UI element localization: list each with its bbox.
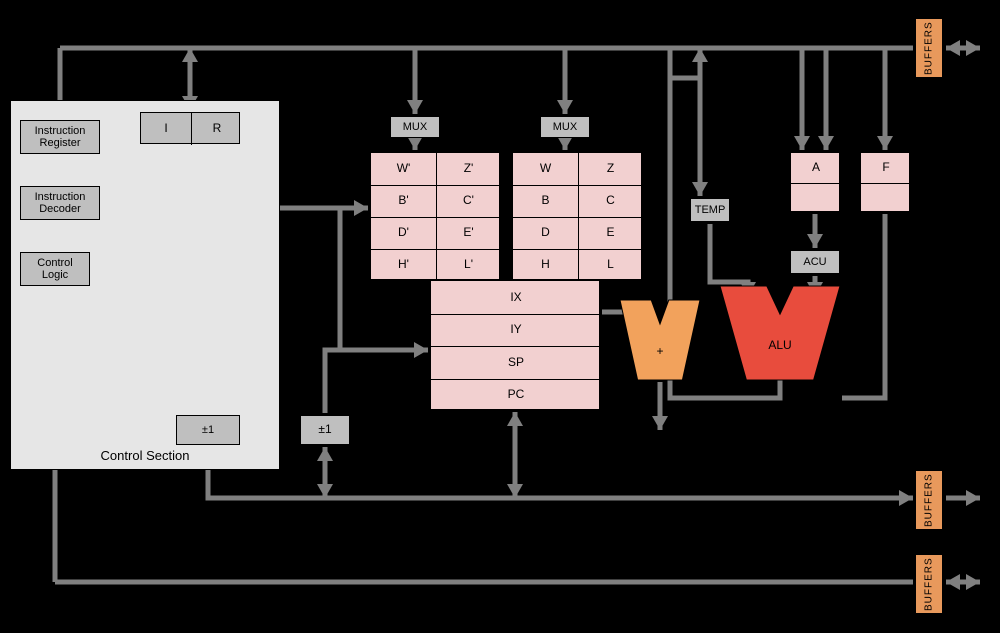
instruction-register: Instruction Register [20, 120, 100, 154]
buffers-0: BUFFERS [915, 18, 943, 78]
ir-block: IR [140, 112, 240, 144]
alu-incrementer-label: + [620, 344, 700, 358]
buffers-1: BUFFERS [915, 470, 943, 530]
alu-main-label: ALU [720, 338, 840, 352]
register-f: F [860, 152, 910, 212]
acu-block: ACU [790, 250, 840, 274]
buffers-2: BUFFERS [915, 554, 943, 614]
register-bank-main: WZBCDEHL [512, 152, 642, 280]
mux-left: MUX [390, 116, 440, 138]
control-logic: Control Logic [20, 252, 90, 286]
temp-register: TEMP [690, 198, 730, 222]
register-bank-prime: W'Z'B'C'D'E'H'L' [370, 152, 500, 280]
diagram-stage: Control SectionInstruction RegisterInstr… [0, 0, 1000, 633]
plus-minus-1-a: ±1 [176, 415, 240, 445]
instruction-decoder: Instruction Decoder [20, 186, 100, 220]
wide-registers: IXIYSPPC [430, 280, 600, 410]
register-a: A [790, 152, 840, 212]
plus-minus-1-b: ±1 [300, 415, 350, 445]
mux-right: MUX [540, 116, 590, 138]
